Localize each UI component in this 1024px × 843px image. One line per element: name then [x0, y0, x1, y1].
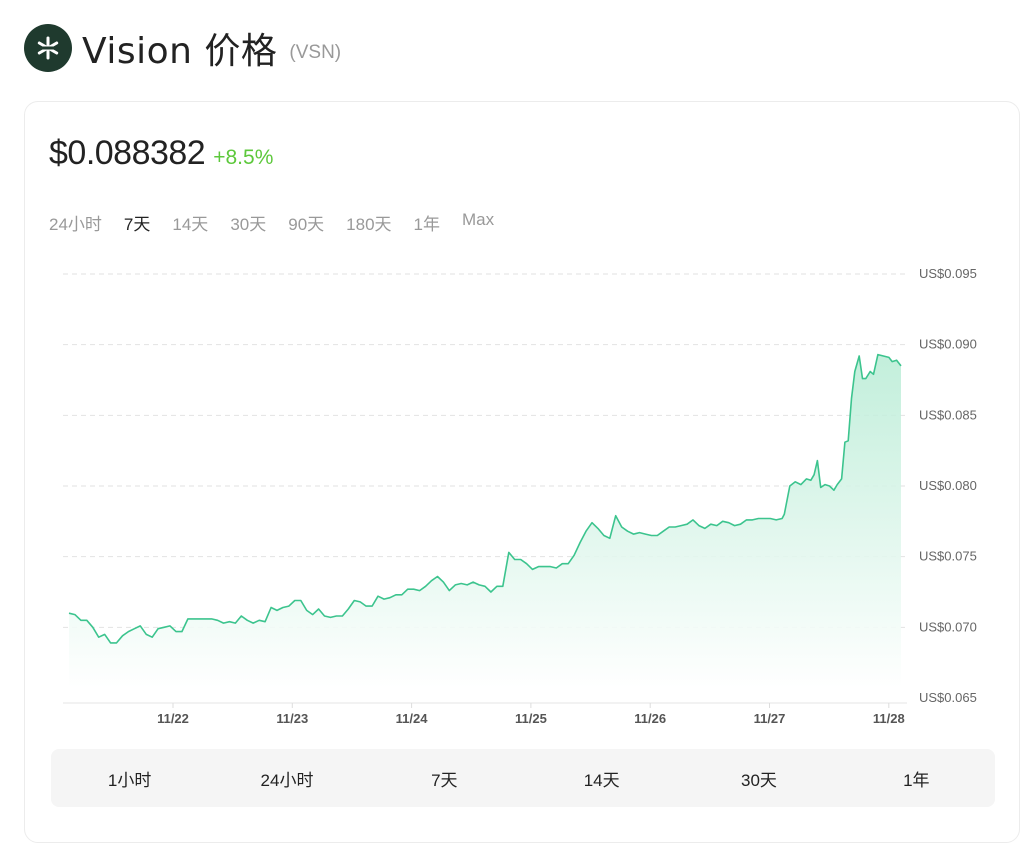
- period-tab-1h[interactable]: 1小时: [107, 770, 152, 790]
- page-title: Vision 价格: [82, 31, 278, 72]
- range-7d[interactable]: 7天: [123, 215, 151, 234]
- svg-text:US$0.095: US$0.095: [919, 266, 977, 281]
- current-price: $0.088382: [49, 134, 206, 172]
- range-selector: 24小时 7天 14天 30天 90天 180天 1年 Max: [49, 210, 516, 235]
- svg-text:US$0.080: US$0.080: [919, 478, 977, 493]
- range-max[interactable]: Max: [462, 210, 495, 229]
- range-1y[interactable]: 1年: [413, 215, 440, 234]
- asterisk-logo-icon: [24, 24, 72, 72]
- range-90d[interactable]: 90天: [288, 215, 325, 234]
- x-axis-labels: 11/22 11/23 11/24 11/25 11/26 11/27 11/28: [157, 703, 905, 726]
- svg-text:US$0.075: US$0.075: [919, 549, 977, 564]
- period-tab-30d[interactable]: 30天: [741, 770, 777, 790]
- range-24h[interactable]: 24小时: [49, 215, 102, 234]
- svg-text:US$0.070: US$0.070: [919, 619, 977, 634]
- svg-text:11/22: 11/22: [157, 711, 189, 726]
- svg-text:US$0.090: US$0.090: [919, 337, 977, 352]
- svg-text:11/26: 11/26: [634, 711, 666, 726]
- svg-text:US$0.065: US$0.065: [919, 690, 977, 705]
- svg-text:11/24: 11/24: [396, 711, 429, 726]
- price-chart[interactable]: US$0.095 US$0.090 US$0.085 US$0.080 US$0.075…: [25, 102, 1019, 742]
- period-tab-1y[interactable]: 1年: [903, 770, 930, 790]
- price-line: [68, 353, 902, 644]
- period-tabs: 1小时 24小时 7天 14天 30天 1年: [51, 749, 995, 807]
- range-180d[interactable]: 180天: [346, 215, 392, 234]
- period-tab-24h[interactable]: 24小时: [260, 770, 314, 790]
- svg-text:11/27: 11/27: [754, 711, 786, 726]
- price-summary: $0.088382 +8.5%: [49, 134, 273, 173]
- range-30d[interactable]: 30天: [230, 215, 267, 234]
- svg-text:11/23: 11/23: [276, 711, 308, 726]
- period-tab-14d[interactable]: 14天: [583, 770, 620, 790]
- ticker-symbol: (VSN): [289, 42, 342, 63]
- price-chart-card: $0.088382 +8.5% 24小时 7天 14天 30天 90天 180天…: [24, 101, 1020, 843]
- svg-text:11/25: 11/25: [515, 711, 547, 726]
- price-area-fill: [69, 354, 901, 688]
- svg-text:11/28: 11/28: [873, 711, 905, 726]
- y-axis-labels: US$0.095 US$0.090 US$0.085 US$0.080 US$0.075…: [919, 266, 977, 705]
- page-header: Vision 价格 (VSN): [24, 22, 341, 74]
- range-14d[interactable]: 14天: [172, 215, 209, 234]
- svg-text:US$0.085: US$0.085: [919, 407, 977, 422]
- price-change-badge: +8.5%: [213, 146, 274, 169]
- period-tab-7d[interactable]: 7天: [431, 770, 458, 790]
